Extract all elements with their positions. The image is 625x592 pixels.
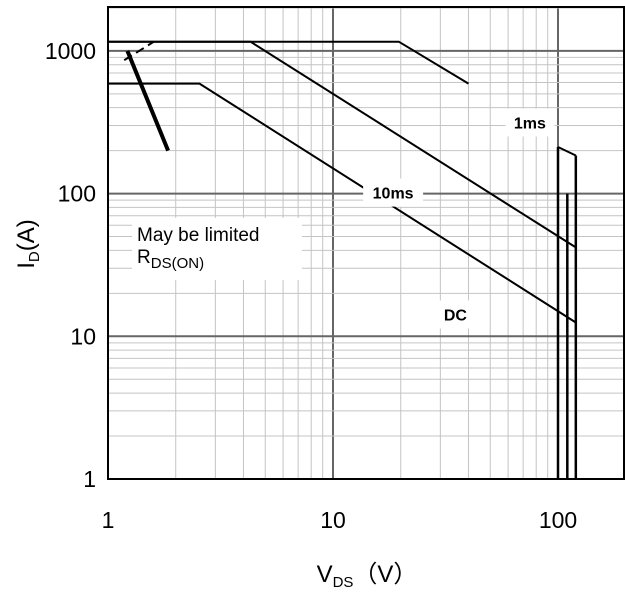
note-line1: May be limited <box>137 225 260 246</box>
x-axis-label: VDS（V） <box>317 561 418 591</box>
x-tick-label: 100 <box>539 507 577 533</box>
y-axis-label: ID(A) <box>13 219 43 269</box>
xlabel-sub: DS <box>333 574 354 591</box>
series-layer <box>108 40 578 479</box>
note-line2: RDS(ON) <box>137 247 204 272</box>
annotation-bg <box>505 108 555 137</box>
annotation-label: 10ms <box>373 186 414 203</box>
grid <box>107 7 624 480</box>
series-line-4 <box>557 146 577 157</box>
note-limit-label: May be limited RDS(ON) <box>132 218 302 280</box>
xlabel-main: V <box>317 561 333 588</box>
y-tick-labels: 1 10 100 1000 <box>45 38 96 492</box>
annotations: 1ms 10ms DC <box>363 108 555 329</box>
annotation-label: 1ms <box>514 115 546 132</box>
xlabel-unit: （V） <box>353 561 417 588</box>
plot-frame <box>107 6 625 480</box>
annotation-label: DC <box>444 307 468 324</box>
ylabel-unit: (A) <box>13 219 40 251</box>
annotation-bg <box>436 300 475 329</box>
note-rds-sub: DS(ON) <box>151 255 204 272</box>
y-tick-label: 10 <box>70 323 96 349</box>
x-tick-labels: 1 10 100 <box>102 507 578 533</box>
annotation-bg <box>363 178 424 207</box>
y-tick-label: 1000 <box>45 38 96 64</box>
ylabel-main: I <box>13 262 40 269</box>
note-background <box>132 218 302 280</box>
x-tick-label: 1 <box>102 507 115 533</box>
y-tick-label: 1 <box>83 466 96 492</box>
svg-text:VDS（V）: VDS（V） <box>317 561 418 591</box>
note-rds-main: R <box>137 247 151 268</box>
series-line-5 <box>108 82 577 324</box>
y-tick-label: 100 <box>58 181 96 207</box>
x-tick-label: 10 <box>320 507 346 533</box>
svg-text:ID(A): ID(A) <box>13 219 43 269</box>
ylabel-sub: D <box>26 251 43 262</box>
series-line-6 <box>125 50 170 152</box>
series-line-3 <box>108 40 470 85</box>
